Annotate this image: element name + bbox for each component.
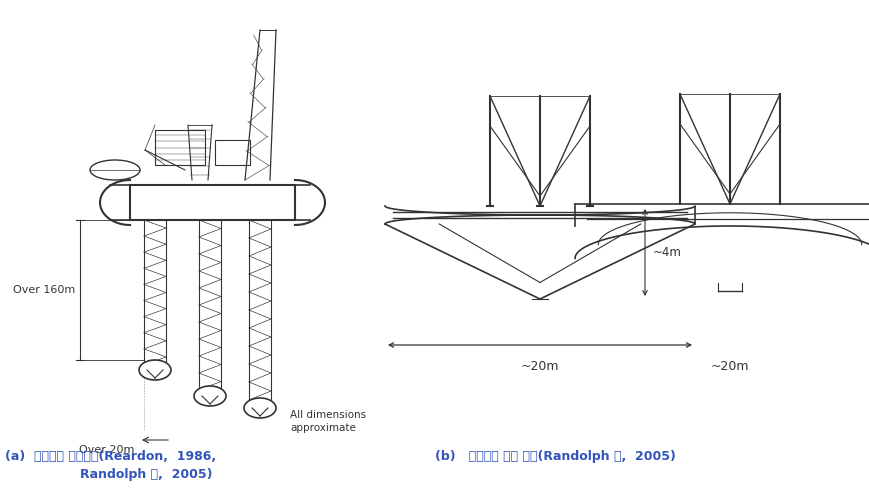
Text: Randolph 등,  2005): Randolph 등, 2005): [80, 468, 213, 481]
Text: Over 160m: Over 160m: [13, 285, 75, 295]
Text: ~20m: ~20m: [521, 360, 560, 373]
Text: ~20m: ~20m: [711, 360, 749, 373]
Text: All dimensions: All dimensions: [290, 410, 366, 420]
FancyBboxPatch shape: [215, 140, 250, 165]
Text: (b)   스퍼드캔 형상 예시(Randolph 등,  2005): (b) 스퍼드캔 형상 예시(Randolph 등, 2005): [435, 450, 676, 463]
Text: approximate: approximate: [290, 423, 356, 433]
Polygon shape: [130, 185, 295, 220]
Text: Over 20m: Over 20m: [78, 445, 134, 455]
Text: ~4m: ~4m: [653, 246, 682, 259]
Ellipse shape: [194, 386, 226, 406]
FancyBboxPatch shape: [155, 130, 205, 165]
Ellipse shape: [90, 160, 140, 180]
Ellipse shape: [139, 360, 171, 380]
Text: (a)  전형적인 잭업장비(Reardon,  1986,: (a) 전형적인 잭업장비(Reardon, 1986,: [5, 450, 216, 463]
Ellipse shape: [244, 398, 276, 418]
